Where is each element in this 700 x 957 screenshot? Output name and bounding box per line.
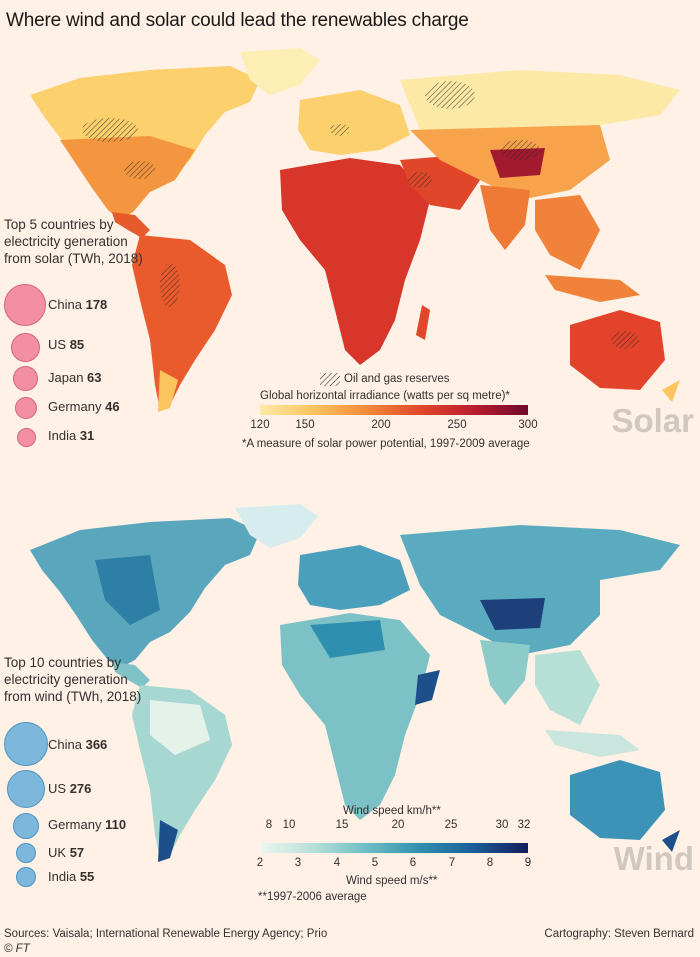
solar-top-countries-intro: Top 5 countries by electricity generatio… xyxy=(4,217,143,266)
wind-kmh-tick: 15 xyxy=(335,819,349,831)
wind-speed-map xyxy=(30,504,680,862)
wind-footnote: **1997-2006 average xyxy=(258,891,367,903)
oil-gas-reserves-label: Oil and gas reserves xyxy=(344,373,450,385)
wind-panel-label: Wind xyxy=(613,840,694,877)
africa-landmass xyxy=(280,158,430,365)
wind-row-india: India 55 xyxy=(48,869,95,884)
wind-ms-tick: 9 xyxy=(524,857,532,869)
central-america xyxy=(112,662,150,688)
solar-footnote: *A measure of solar power potential, 199… xyxy=(242,438,530,450)
solar-row-india: India 31 xyxy=(48,428,95,443)
page-title: Where wind and solar could lead the rene… xyxy=(6,10,469,31)
solar-tick: 250 xyxy=(447,419,467,431)
wind-bubble-uk xyxy=(16,843,36,863)
india xyxy=(480,640,530,705)
new-zealand xyxy=(662,830,680,852)
wind-ms-tick: 4 xyxy=(333,857,341,869)
amazon-basin xyxy=(150,700,210,755)
solar-bubble-japan xyxy=(13,366,38,391)
wind-row-china: China 366 xyxy=(48,737,108,752)
sources-note: Sources: Vaisala; International Renewabl… xyxy=(4,928,328,940)
wind-kmh-tick: 25 xyxy=(444,819,458,831)
solar-panel-label: Solar xyxy=(611,402,694,439)
wind-bubble-us xyxy=(7,770,45,808)
wind-top-countries-intro: Top 10 countries by electricity generati… xyxy=(4,655,142,704)
solar-irradiance-map xyxy=(30,48,680,412)
south-america-south xyxy=(158,370,178,412)
australia xyxy=(570,760,665,840)
wind-kmh-tick: 8 xyxy=(265,819,273,831)
south-america-landmass xyxy=(132,235,232,410)
horn-of-africa xyxy=(415,670,440,705)
australia xyxy=(570,310,665,390)
africa-landmass xyxy=(280,613,430,820)
wind-legend-title-ms: Wind speed m/s** xyxy=(346,875,438,887)
europe-landmass xyxy=(298,90,410,155)
solar-bubble-china xyxy=(4,284,46,326)
wind-legend-title-kmh: Wind speed km/h** xyxy=(343,805,441,817)
new-zealand xyxy=(662,380,680,402)
wind-ms-tick: 8 xyxy=(486,857,494,869)
solar-bubble-india xyxy=(17,428,36,447)
indonesia xyxy=(545,730,640,757)
solar-bubble-us xyxy=(11,333,40,362)
wind-row-germany: Germany 110 xyxy=(48,817,127,832)
indonesia xyxy=(545,275,640,302)
cartography-credit: Cartography: Steven Bernard xyxy=(544,928,694,940)
southeast-asia xyxy=(535,195,600,270)
wind-kmh-tick: 32 xyxy=(517,819,531,831)
tibet xyxy=(480,598,545,630)
wind-bubble-germany xyxy=(13,813,39,839)
north-america-south xyxy=(60,136,195,220)
oil-gas-reserves-hatching xyxy=(82,81,639,349)
wind-kmh-tick: 30 xyxy=(495,819,509,831)
sahara-high-wind xyxy=(310,620,385,658)
india xyxy=(480,185,530,250)
solar-bubble-germany xyxy=(15,397,37,419)
solar-row-japan: Japan 63 xyxy=(48,370,102,385)
wind-ms-tick: 6 xyxy=(409,857,417,869)
hatch-swatch-icon xyxy=(320,373,340,386)
solar-tick: 120 xyxy=(250,419,270,431)
solar-tick: 300 xyxy=(518,419,538,431)
solar-row-china: China 178 xyxy=(48,297,108,312)
wind-row-uk: UK 57 xyxy=(48,845,85,860)
greenland xyxy=(235,504,318,548)
wind-ms-tick: 7 xyxy=(448,857,456,869)
solar-tick: 150 xyxy=(295,419,315,431)
europe-landmass xyxy=(298,545,410,610)
central-america xyxy=(112,212,150,238)
wind-color-ramp xyxy=(260,843,528,853)
solar-row-us: US 85 xyxy=(48,337,85,352)
wind-row-us: US 276 xyxy=(48,781,92,796)
solar-row-germany: Germany 46 xyxy=(48,399,120,414)
solar-legend: Oil and gas reserves Global horizontal i… xyxy=(240,370,550,455)
north-america-plains xyxy=(95,555,160,625)
wind-bubble-china xyxy=(4,722,48,766)
wind-bubble-india xyxy=(16,867,36,887)
wind-ms-tick: 3 xyxy=(294,857,302,869)
patagonia xyxy=(158,820,178,862)
solar-legend-title: Global horizontal irradiance (watts per … xyxy=(260,390,510,402)
wind-kmh-tick: 10 xyxy=(282,819,296,831)
solar-tick: 200 xyxy=(371,419,391,431)
greenland xyxy=(240,48,320,95)
madagascar xyxy=(416,305,430,340)
solar-color-ramp xyxy=(260,405,528,415)
wind-ms-tick: 5 xyxy=(371,857,379,869)
asia-landmass xyxy=(400,525,680,655)
asia-north xyxy=(400,70,680,135)
ft-credit: © FT xyxy=(4,943,30,955)
wind-ms-tick: 2 xyxy=(256,857,264,869)
wind-legend: Wind speed km/h** 8 10 15 20 25 30 32 2 … xyxy=(240,805,550,910)
wind-kmh-tick: 20 xyxy=(391,819,405,831)
southeast-asia xyxy=(535,650,600,725)
